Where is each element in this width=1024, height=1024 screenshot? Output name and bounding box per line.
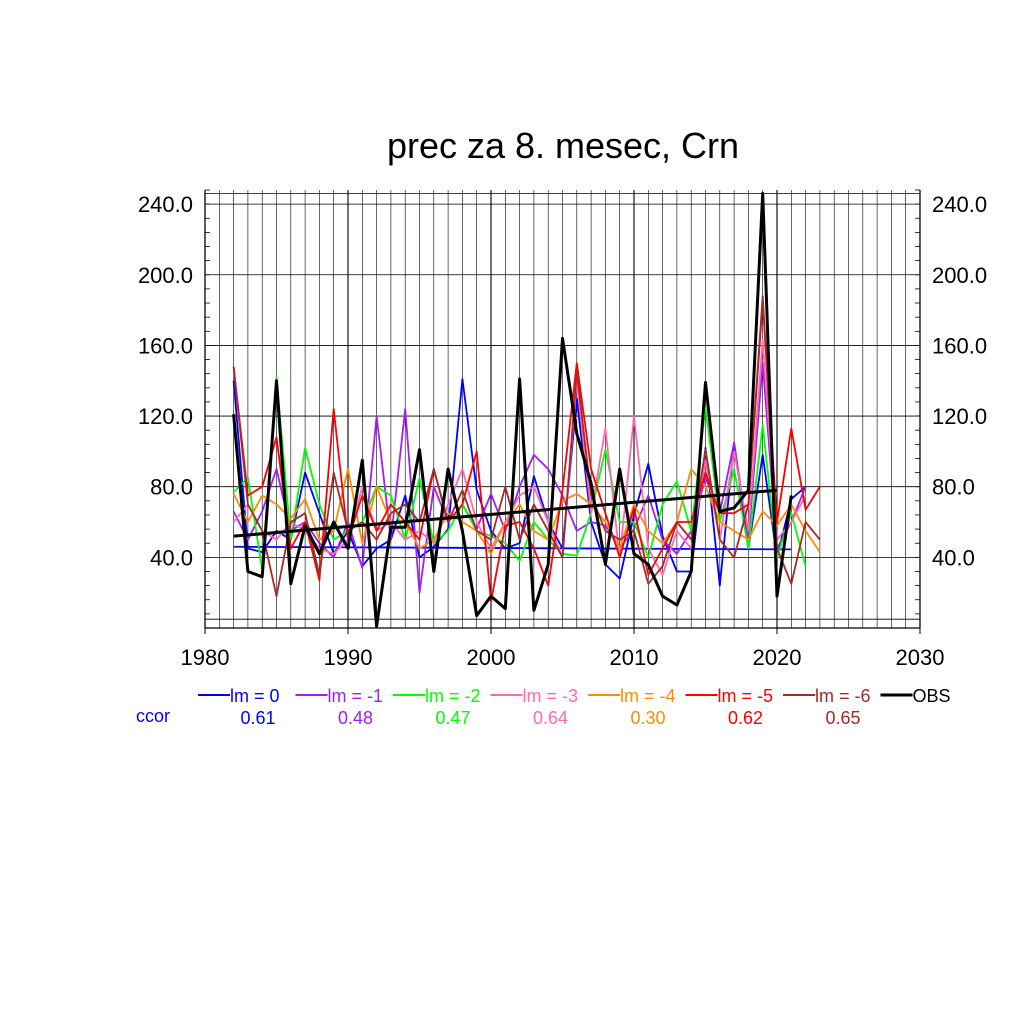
axes: 40.0 40.0 80.0 80.0 120.0 120.0 160.0 160.0 200.… <box>138 189 987 670</box>
series-line-5 <box>232 300 821 603</box>
legend-label-3: lm = -3 <box>523 686 579 706</box>
y-tick-label-right: 80.0 <box>932 475 975 500</box>
series-line-7 <box>232 192 793 628</box>
trend-line-7 <box>233 488 778 538</box>
x-tick-label: 1990 <box>324 645 373 670</box>
y-tick-label-right: 200.0 <box>932 263 987 288</box>
legend: ccor lm = 00.61 lm = -10.48 lm = -20.47 lm =… <box>136 686 951 728</box>
ccor-value-2: 0.47 <box>435 708 470 728</box>
legend-label-1: lm = -1 <box>328 686 384 706</box>
series-lines <box>232 192 821 628</box>
x-tick-label: 2010 <box>610 645 659 670</box>
y-tick-label-left: 240.0 <box>138 192 193 217</box>
x-tick-label: 2020 <box>753 645 802 670</box>
x-tick-label: 1980 <box>181 645 230 670</box>
legend-label-2: lm = -2 <box>425 686 481 706</box>
legend-label-0: lm = 0 <box>230 686 280 706</box>
y-tick-label-right: 240.0 <box>932 192 987 217</box>
y-tick-label-left: 200.0 <box>138 263 193 288</box>
ccor-value-0: 0.61 <box>240 708 275 728</box>
legend-label-6: lm = -6 <box>815 686 871 706</box>
series-line-0 <box>232 378 807 587</box>
y-tick-label-left: 80.0 <box>150 475 193 500</box>
y-tick-label-left: 120.0 <box>138 404 193 429</box>
ccor-value-5: 0.62 <box>728 708 763 728</box>
x-tick-label: 2030 <box>896 645 945 670</box>
y-tick-label-left: 40.0 <box>150 545 193 570</box>
y-tick-label-right: 120.0 <box>932 404 987 429</box>
chart-title: prec za 8. mesec, Crn <box>387 125 739 166</box>
y-tick-label-left: 160.0 <box>138 333 193 358</box>
ccor-value-3: 0.64 <box>533 708 568 728</box>
legend-label-5: lm = -5 <box>718 686 774 706</box>
ccor-label: ccor <box>136 706 170 726</box>
trend-line-0 <box>233 545 792 551</box>
ccor-value-6: 0.65 <box>825 708 860 728</box>
legend-label-4: lm = -4 <box>620 686 676 706</box>
ccor-value-4: 0.30 <box>630 708 665 728</box>
series-line-6 <box>232 295 821 598</box>
y-tick-label-right: 40.0 <box>932 545 975 570</box>
ccor-value-1: 0.48 <box>338 708 373 728</box>
x-tick-label: 2000 <box>467 645 516 670</box>
y-tick-label-right: 160.0 <box>932 333 987 358</box>
legend-label-7: OBS <box>913 686 951 706</box>
